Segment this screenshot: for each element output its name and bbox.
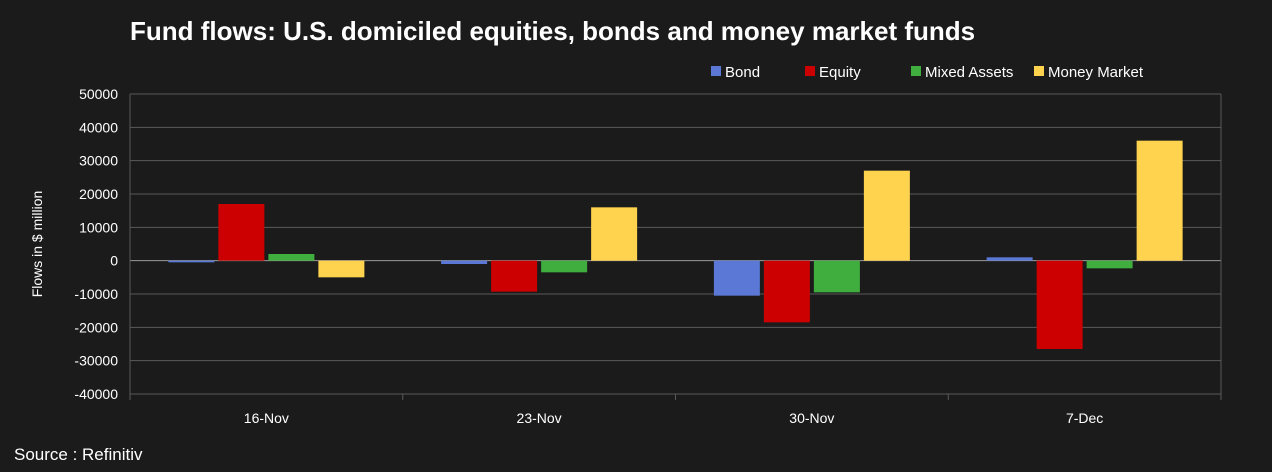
x-tick-label: 16-Nov — [244, 410, 289, 426]
y-tick-label: -40000 — [74, 386, 118, 402]
y-tick-label: -10000 — [74, 286, 118, 302]
bar-equity-30-nov — [763, 260, 810, 323]
x-tick-label: 30-Nov — [789, 410, 834, 426]
bar-bond-7-dec — [986, 257, 1033, 261]
legend-swatch — [711, 66, 721, 76]
bar-money-market-16-nov — [318, 260, 365, 278]
legend-item-money-market: Money Market — [1034, 64, 1144, 81]
legend-label: Bond — [725, 64, 760, 81]
bar-money-market-23-nov — [591, 207, 638, 261]
legend-swatch — [911, 66, 921, 76]
x-tick-label: 23-Nov — [517, 410, 562, 426]
chart-title: Fund flows: U.S. domiciled equities, bon… — [130, 16, 976, 46]
y-tick-label: 10000 — [79, 219, 118, 235]
legend-item-mixed-assets: Mixed Assets — [911, 64, 1013, 81]
bar-money-market-7-dec — [1136, 140, 1183, 261]
legend-swatch — [805, 66, 815, 76]
bar-mixed-assets-23-nov — [541, 260, 588, 273]
y-tick-label: 40000 — [79, 119, 118, 135]
bar-bond-30-nov — [713, 260, 760, 296]
bar-bond-23-nov — [441, 260, 488, 264]
legend-item-equity: Equity — [805, 64, 861, 81]
legend-item-bond: Bond — [711, 64, 760, 81]
bar-equity-7-dec — [1036, 260, 1083, 349]
y-tick-label: 0 — [110, 253, 118, 269]
bar-mixed-assets-16-nov — [268, 254, 315, 261]
bar-money-market-30-nov — [863, 170, 910, 261]
y-tick-label: -20000 — [74, 319, 118, 335]
legend-label: Equity — [819, 64, 861, 81]
y-tick-label: 50000 — [79, 86, 118, 102]
bar-mixed-assets-30-nov — [813, 260, 860, 293]
bars — [168, 140, 1183, 349]
y-tick-label: -30000 — [74, 353, 118, 369]
bar-bond-16-nov — [168, 260, 215, 263]
bar-mixed-assets-7-dec — [1086, 260, 1133, 269]
bar-equity-16-nov — [218, 204, 265, 261]
legend-label: Money Market — [1048, 64, 1144, 81]
legend-label: Mixed Assets — [925, 64, 1013, 81]
x-tick-label: 7-Dec — [1066, 410, 1103, 426]
legend: Bond Equity Mixed Assets Money Market — [711, 64, 1144, 81]
bar-equity-23-nov — [491, 260, 538, 292]
legend-swatch — [1034, 66, 1044, 76]
y-axis-title: Flows in $ million — [29, 191, 45, 298]
y-tick-label: 30000 — [79, 153, 118, 169]
source-note: Source : Refinitiv — [14, 445, 143, 464]
axes: 50000 40000 30000 20000 10000 0 -10000 -20000 -3… — [74, 86, 1222, 426]
y-tick-label: 20000 — [79, 186, 118, 202]
